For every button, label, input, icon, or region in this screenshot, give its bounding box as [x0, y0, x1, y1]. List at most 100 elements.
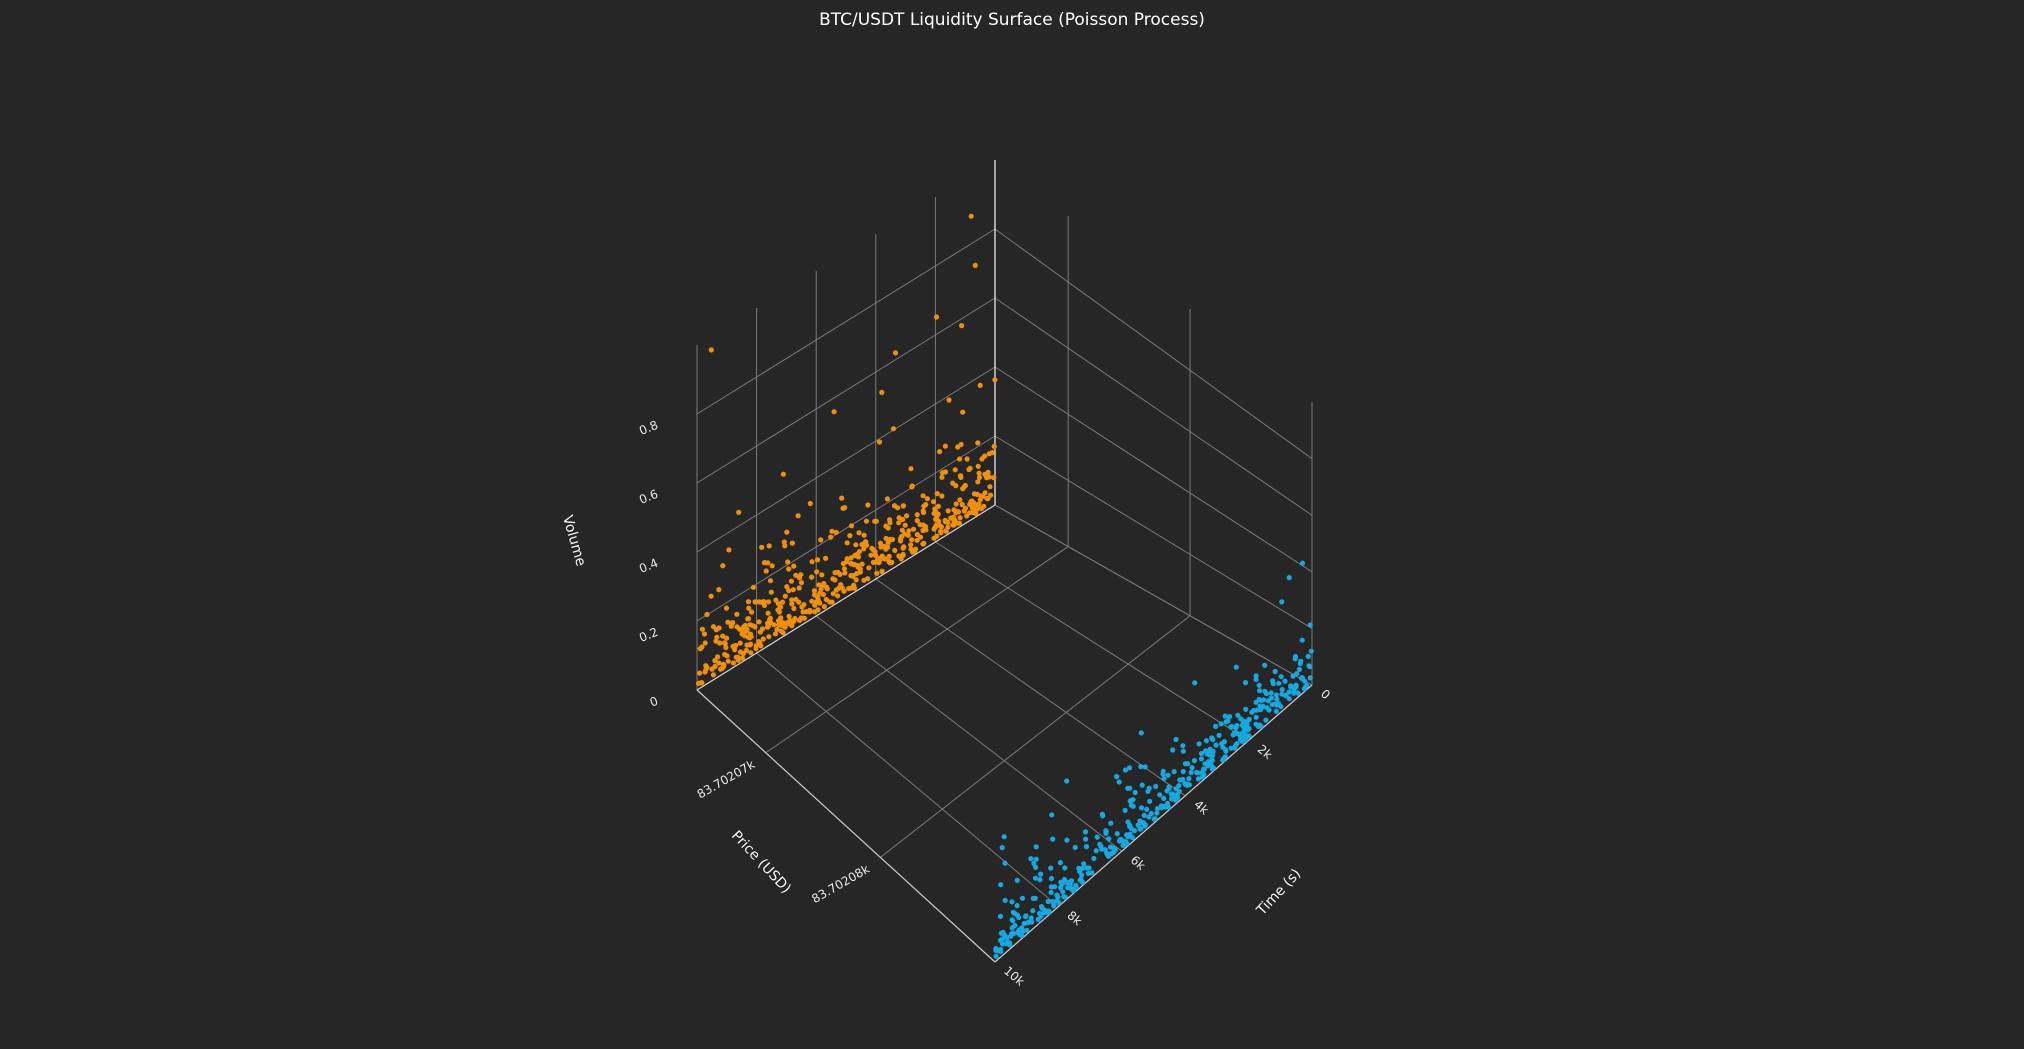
scatter-point-series-1	[971, 491, 978, 497]
scatter-point-series-1	[814, 569, 820, 575]
scatter-point-series-2	[1257, 722, 1263, 728]
scatter-point-series-2	[1286, 575, 1292, 581]
scatter-point-series-1	[715, 654, 721, 660]
scatter-point-series-2	[1251, 708, 1257, 714]
grid-line-floor-time	[935, 541, 1249, 741]
scatter-point-series-1	[881, 555, 887, 562]
scatter-point-series-1	[924, 496, 931, 502]
scatter-point-series-2	[1165, 772, 1171, 778]
scatter-point-series-2	[1165, 800, 1171, 806]
scatter-point-series-2	[1161, 776, 1167, 782]
scatter-point-series-2	[1189, 765, 1195, 771]
axis-titles: Volume Price (USD) Time (s)	[559, 514, 1304, 920]
scatter-point-series-2	[1256, 682, 1262, 688]
scatter-point-series-1	[829, 599, 835, 605]
scatter-point-series-2	[1180, 743, 1186, 749]
scatter-point-series-1	[848, 555, 854, 561]
scatter-point-series-2	[1270, 678, 1276, 684]
x-axis-line-back	[696, 504, 996, 691]
scatter-point-series-1	[901, 544, 907, 550]
scatter-point-series-2	[1060, 889, 1066, 895]
scatter-point-series-1	[823, 596, 829, 603]
scatter-point-series-1	[883, 535, 889, 542]
scatter-point-series-1	[811, 588, 818, 594]
scatter-point-series-2	[1201, 771, 1207, 778]
scatter-point-series-2	[1125, 832, 1131, 838]
scatter-point-series-2	[1137, 826, 1143, 832]
scatter-point-series-1	[955, 444, 961, 450]
z-tick-label: 0.8	[637, 418, 660, 438]
scatter-point-series-2	[998, 882, 1004, 888]
scatter-point-series-1	[712, 663, 718, 670]
scatter-point-series-2	[1278, 674, 1284, 680]
scatter-point-series-1	[913, 546, 919, 552]
scatter-point-series-2	[1073, 883, 1079, 889]
scatter-point-series-1	[798, 580, 805, 586]
scatter-point-series-2	[1048, 889, 1054, 896]
scatter-point-series-2	[1262, 662, 1268, 668]
scatter-point-series-1	[774, 626, 780, 633]
scatter-point-series-1	[748, 634, 754, 640]
scatter-point-series-2	[1268, 695, 1274, 701]
scatter-point-series-1	[863, 518, 870, 524]
scatter-point-series-2	[1091, 855, 1097, 862]
scatter-point-series-1	[953, 501, 959, 507]
scatter-point-series-2	[1201, 766, 1207, 772]
scatter-point-series-1	[957, 456, 963, 462]
scatter-point-series-1	[697, 670, 703, 676]
scatter-point-series-1	[807, 609, 813, 615]
scatter-point-series-2	[1166, 784, 1172, 790]
scatter-point-series-1	[991, 475, 997, 481]
scatter-point-series-1	[985, 495, 991, 502]
scatter-point-series-2	[1165, 804, 1172, 810]
scatter-point-series-1	[778, 628, 784, 634]
scatter-point-series-2	[1019, 925, 1025, 931]
scatter-point-series-1	[782, 543, 788, 549]
scatter-point-series-1	[724, 653, 730, 659]
scatter-point-series-1	[908, 542, 914, 548]
scatter-point-series-1	[844, 556, 850, 562]
scatter-point-series-1	[914, 531, 920, 538]
scatter-point-series-2	[1173, 736, 1179, 743]
scatter-point-series-1	[767, 578, 774, 584]
scatter-point-series-1	[801, 602, 807, 608]
scatter-point-series-1	[750, 584, 757, 590]
scatter-point-series-1	[853, 542, 859, 548]
scatter-point-series-2	[1210, 765, 1216, 771]
scatter-point-series-2	[1228, 724, 1234, 730]
scatter-point-series-1	[797, 616, 803, 623]
scatter-point-series-1	[756, 619, 762, 625]
scatter-point-series-2	[1257, 688, 1263, 694]
scatter-point-series-2	[1269, 702, 1275, 708]
scatter-point-series-1	[819, 572, 825, 578]
scatter-point-series-2	[1177, 777, 1183, 783]
scatter-point-series-1	[724, 635, 730, 641]
scatter-point-series-1	[840, 505, 846, 511]
scatter-point-series-2	[1234, 741, 1240, 747]
scatter-point-series-1	[890, 426, 897, 432]
scatter-point-series-2	[1057, 860, 1063, 866]
grid-line-back-volume	[696, 435, 996, 622]
scatter-point-series-1	[784, 529, 790, 535]
scatter-point-series-2	[1077, 868, 1083, 875]
scatter-point-series-2	[1272, 668, 1278, 675]
scatter-point-series-2	[1168, 791, 1174, 797]
scatter-point-series-2	[1235, 712, 1241, 718]
scatter-point-series-1	[784, 584, 790, 590]
scatter-point-series-2	[1242, 680, 1249, 686]
scatter-point-series-1	[786, 566, 792, 572]
scatter-point-series-1	[824, 586, 830, 592]
scatter-point-series-1	[959, 323, 965, 329]
grid-line-side-volume	[994, 435, 1313, 629]
scatter-point-series-2	[1122, 767, 1129, 773]
scatter-point-series-1	[920, 508, 926, 514]
scatter-point-series-2	[1170, 747, 1176, 753]
scatter-point-series-2	[1033, 844, 1039, 850]
scatter-point-series-2	[1301, 686, 1307, 692]
scatter-point-series-1	[943, 528, 950, 534]
scatter-point-series-2	[1138, 764, 1144, 770]
scatter-point-series-1	[816, 599, 822, 605]
scatter-point-series-1	[975, 479, 981, 485]
scatter-point-series-2	[1048, 875, 1055, 882]
